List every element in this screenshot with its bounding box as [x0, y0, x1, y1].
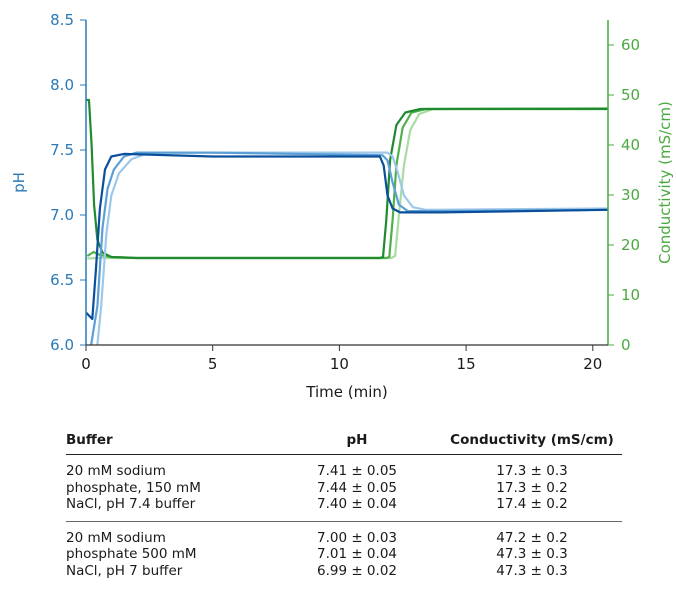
x-tick-label: 10	[330, 355, 349, 373]
x-tick-label: 0	[81, 355, 91, 373]
left-tick-label: 7.5	[50, 141, 74, 159]
conductivity-series-line-5	[86, 107, 608, 260]
conductivity-cell: 17.3 ± 0.3	[496, 463, 568, 479]
left-axis-title: pH	[10, 172, 28, 193]
ph-series-line-2	[90, 151, 608, 345]
conductivity-series-line-4	[86, 98, 608, 260]
left-tick-label: 8.0	[50, 76, 74, 94]
left-tick-label: 6.0	[50, 336, 74, 354]
right-tick-label: 40	[621, 136, 640, 154]
conductivity-cell: 47.2 ± 0.2	[496, 529, 568, 546]
buffer-results-table: Buffer pH Conductivity (mS/cm) 20 mM sod…	[66, 420, 622, 587]
right-tick-label: 20	[621, 236, 640, 254]
buffer-cell: 20 mM sodium	[66, 463, 166, 479]
x-tick-label: 15	[457, 355, 476, 373]
left-tick-label: 7.0	[50, 206, 74, 224]
conductivity-cell: 17.4 ± 0.2	[442, 496, 622, 522]
table-row: 20 mM sodium 7.00 ± 0.03 47.2 ± 0.2	[66, 521, 622, 546]
header-conductivity: Conductivity (mS/cm)	[442, 420, 622, 455]
table-header-row: Buffer pH Conductivity (mS/cm)	[66, 420, 622, 455]
left-tick-label: 6.5	[50, 271, 74, 289]
buffer-cell: 20 mM sodium	[66, 529, 166, 546]
conductivity-cell: 17.3 ± 0.2	[496, 479, 568, 496]
left-tick-label: 8.5	[50, 11, 74, 29]
ph-cell: 7.40 ± 0.04	[272, 496, 442, 522]
conductivity-cell: 47.3 ± 0.3	[496, 562, 568, 579]
ph-series-line-1	[86, 152, 608, 321]
buffer-cell: phosphate 500 mM	[66, 546, 197, 562]
conductivity-cell: 47.3 ± 0.3	[496, 546, 568, 562]
right-tick-label: 0	[621, 336, 631, 354]
ph-cell: 7.44 ± 0.05	[316, 479, 397, 496]
right-tick-label: 10	[621, 286, 640, 304]
header-buffer: Buffer	[66, 420, 272, 455]
ph-cell: 7.00 ± 0.03	[316, 529, 397, 546]
table-row: phosphate, 150 mM 7.44 ± 0.05 17.3 ± 0.2	[66, 480, 622, 497]
table-row: phosphate 500 mM 7.01 ± 0.04 47.3 ± 0.3	[66, 546, 622, 563]
ph-cell: 6.99 ± 0.02	[316, 562, 397, 579]
x-tick-label: 20	[583, 355, 602, 373]
ph-cell: 7.41 ± 0.05	[316, 463, 397, 479]
buffer-results-table-container: Buffer pH Conductivity (mS/cm) 20 mM sod…	[66, 420, 622, 587]
ph-conductivity-chart: 0 5 10 15 20 6.0 6.5 7.0 7.5 8.0 8.5 0 10 20 30 40 50 60 T…	[10, 11, 674, 401]
ph-series-line-3	[96, 151, 608, 345]
buffer-cell: NaCl, pH 7.4 buffer	[66, 496, 272, 522]
right-axis-title: Conductivity (mS/cm)	[656, 101, 674, 264]
x-axis-title: Time (min)	[305, 383, 387, 401]
right-tick-label: 50	[621, 86, 640, 104]
buffer-cell: phosphate, 150 mM	[66, 479, 201, 496]
table-row: NaCl, pH 7.4 buffer 7.40 ± 0.04 17.4 ± 0…	[66, 496, 622, 522]
header-ph: pH	[272, 420, 442, 455]
table-row: 20 mM sodium 7.41 ± 0.05 17.3 ± 0.3	[66, 455, 622, 480]
table-row: NaCl, pH 7 buffer 6.99 ± 0.02 47.3 ± 0.3	[66, 563, 622, 588]
right-tick-label: 30	[621, 186, 640, 204]
x-tick-label: 5	[208, 355, 218, 373]
right-tick-label: 60	[621, 36, 640, 54]
buffer-cell: NaCl, pH 7 buffer	[66, 562, 183, 579]
ph-cell: 7.01 ± 0.04	[316, 546, 397, 562]
conductivity-series-line-6	[87, 107, 608, 260]
